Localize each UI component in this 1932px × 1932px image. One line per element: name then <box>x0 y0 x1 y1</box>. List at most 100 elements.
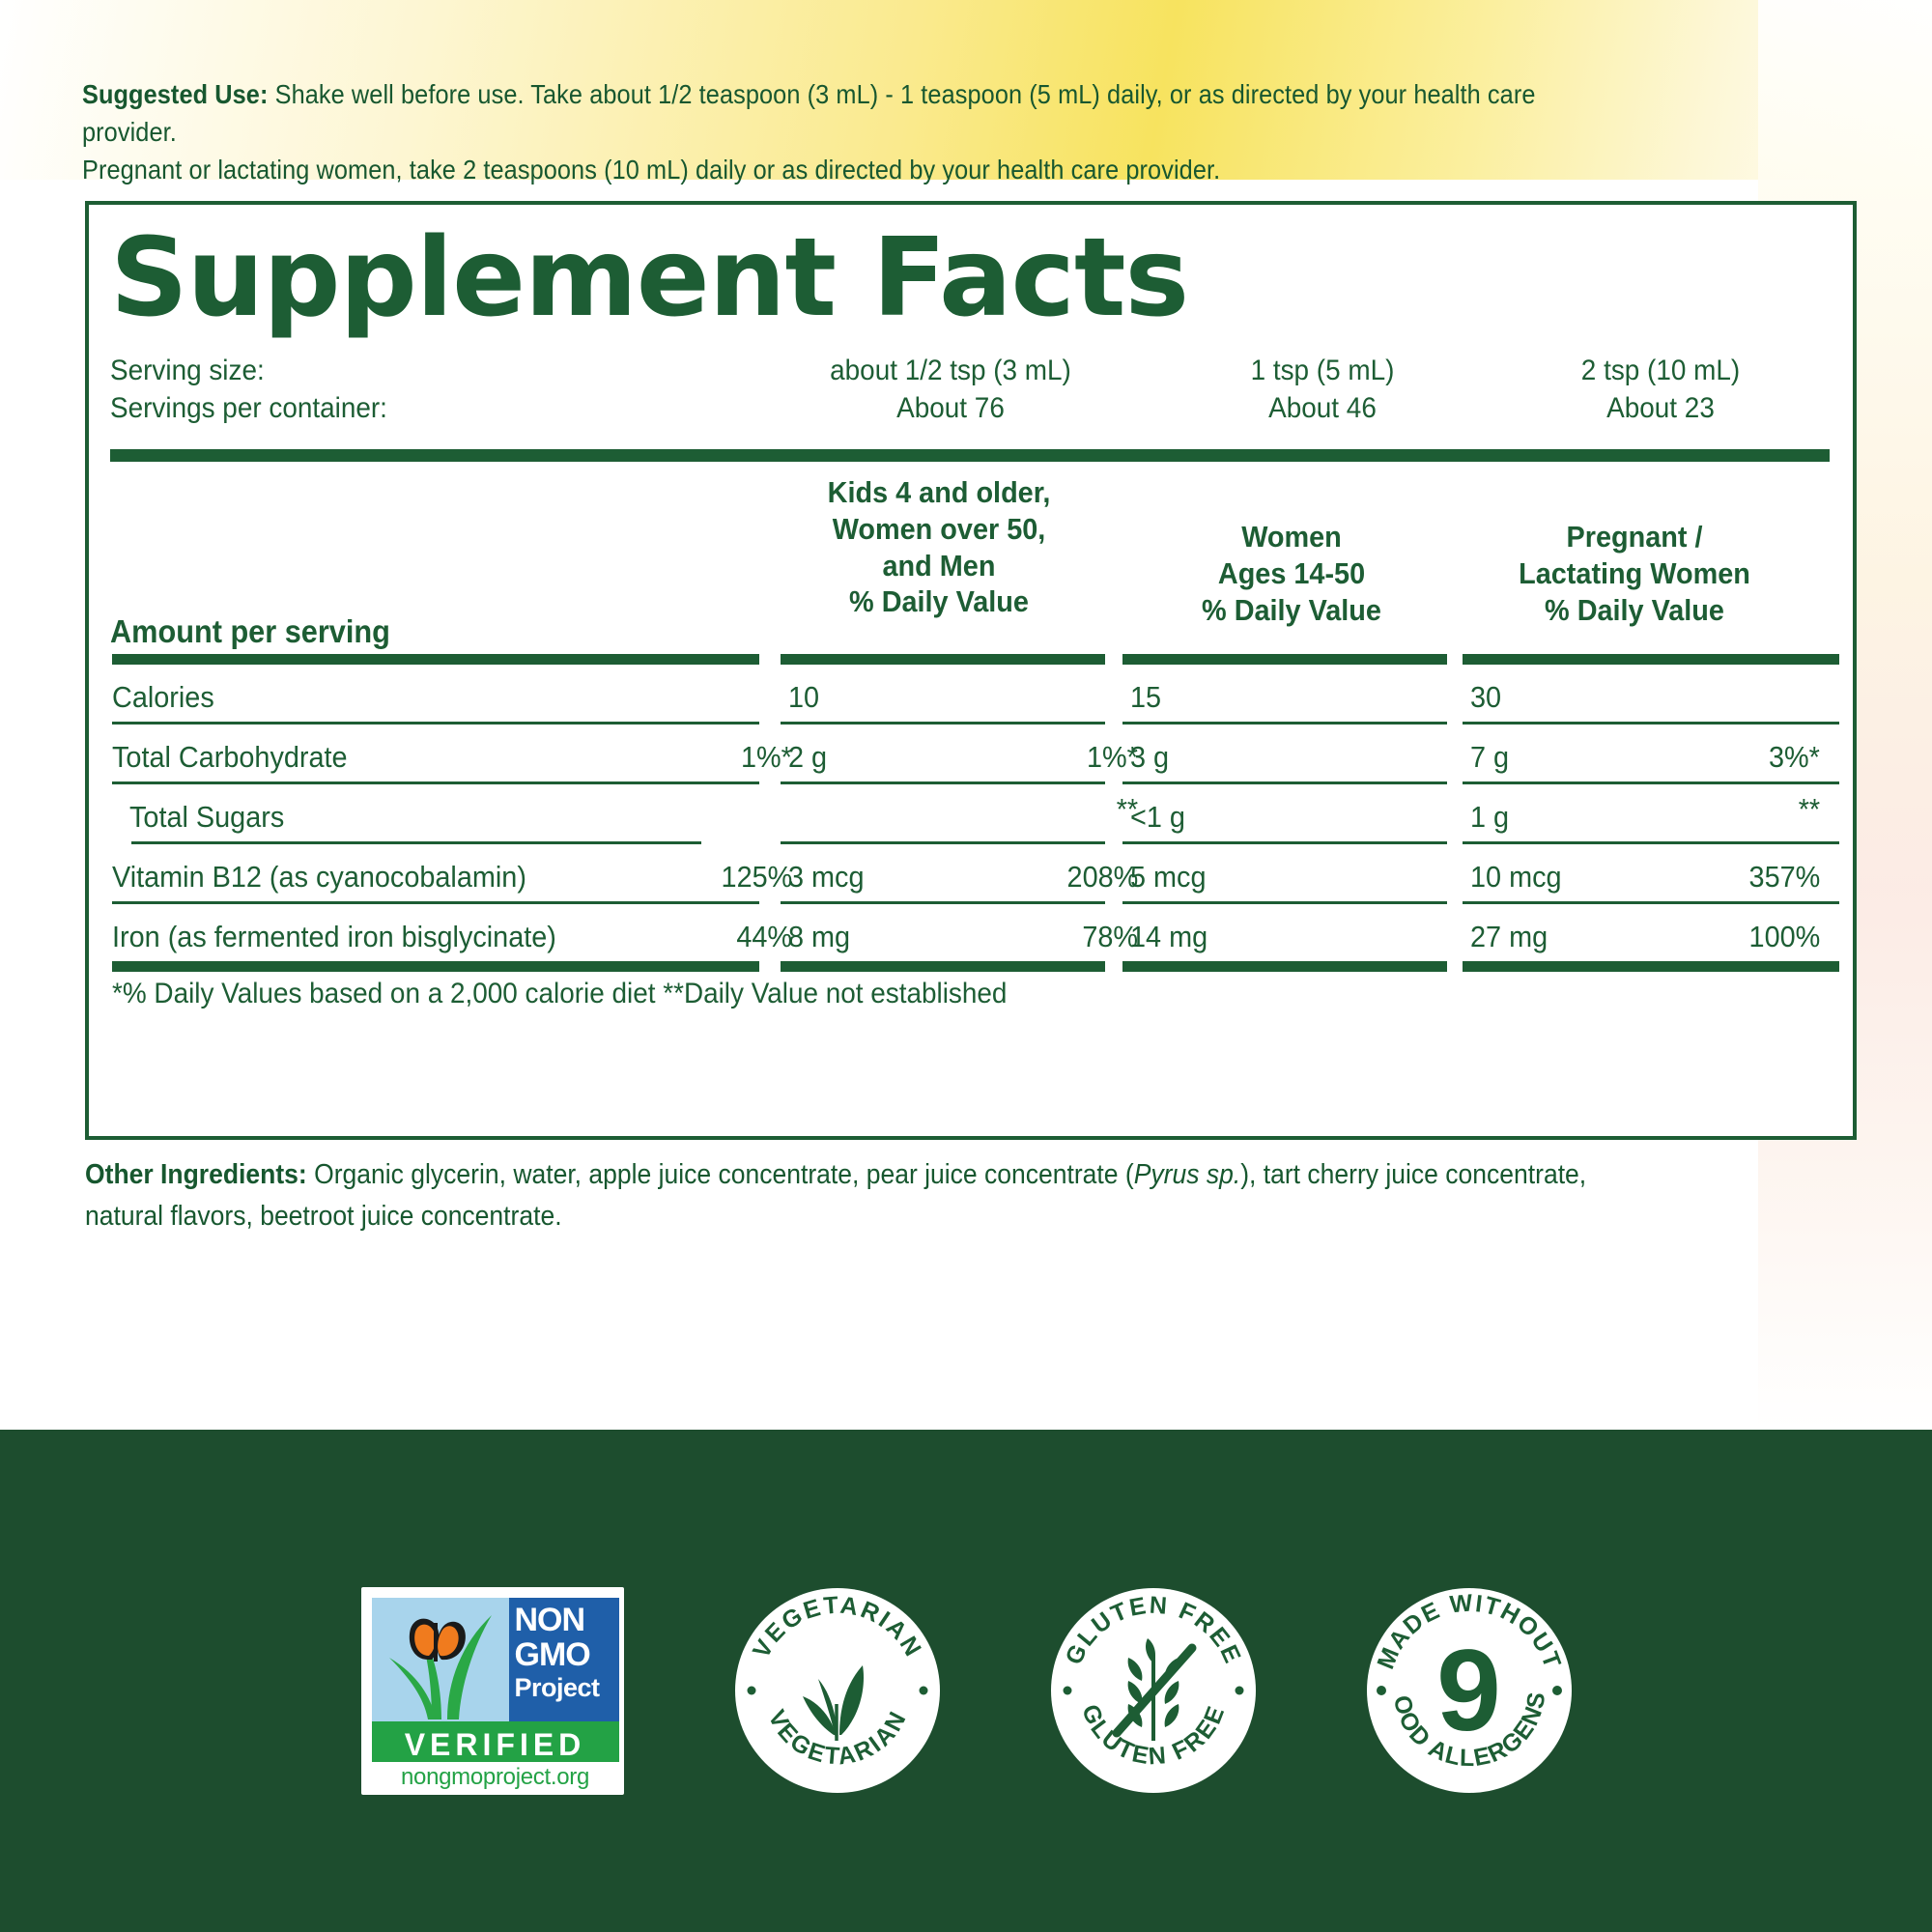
column-headers: Kids 4 and older, Women over 50, and Men… <box>89 470 1853 664</box>
other-ingredients-text-b: ), tart cherry juice concentrate, natura… <box>85 1159 1587 1232</box>
table-row: Calories 10 15 30 <box>110 665 1839 722</box>
other-ingredients-text-a: Organic glycerin, water, apple juice con… <box>306 1159 1134 1190</box>
row-name: Total Carbohydrate <box>112 740 348 774</box>
row-col3-percent: 3%* <box>1769 740 1820 774</box>
row-col2-percent: ** <box>1116 792 1138 826</box>
row-rule <box>1463 841 1839 844</box>
serving-size-col2: 1 tsp (5 mL) <box>1250 355 1395 386</box>
row-col3-percent: 100% <box>1748 920 1820 953</box>
amount-per-serving-label: Amount per serving <box>110 613 390 649</box>
row-rule <box>781 841 1105 844</box>
row-col1-amount: 8 mg <box>788 920 851 953</box>
row-col3-amount: 7 g <box>1470 740 1510 774</box>
row-col3-amount: 1 g <box>1470 800 1510 834</box>
certification-badges: NON GMO Project VERIFIED nongmoproject.o… <box>0 1565 1932 1816</box>
non-gmo-project-verified-icon: NON GMO Project VERIFIED nongmoproject.o… <box>360 1586 624 1795</box>
column-header-1: Kids 4 and older, Women over 50, and Men… <box>724 474 1154 620</box>
table-row: Total Carbohydrate 2 g 1%* 3 g 1%* 7 g 3… <box>110 724 1839 781</box>
gluten-free-icon: GLUTEN FREE GLUTEN FREE <box>1050 1588 1256 1793</box>
rule-bottom-col1 <box>781 961 1105 972</box>
rule-top-col2 <box>1122 654 1447 665</box>
serving-size-col3: 2 tsp (10 mL) <box>1580 355 1741 386</box>
project-label: Project <box>514 1672 601 1702</box>
serving-size-col1: about 1/2 tsp (3 mL) <box>830 355 1071 386</box>
row-col1-percent: 125% <box>721 860 792 894</box>
row-rule <box>1463 722 1839 724</box>
column-header-2: Women Ages 14-50 % Daily Value <box>1125 519 1458 628</box>
row-rule <box>1122 901 1447 904</box>
column-header-2-line2: Ages 14-50 <box>1217 555 1366 590</box>
column-header-1-line3: and Men <box>882 548 996 582</box>
servings-per-container-label: Servings per container: <box>110 392 387 424</box>
servings-col1: About 76 <box>896 392 1005 424</box>
row-rule <box>781 722 1105 724</box>
vegetarian-icon: VEGETARIAN VEGETARIAN <box>734 1588 940 1793</box>
row-col2-amount: 5 mcg <box>1130 860 1207 894</box>
row-col1-amount: 2 g <box>788 740 828 774</box>
row-rule <box>112 781 759 784</box>
rule-bottom-col3 <box>1463 961 1839 972</box>
row-col2-percent: 78% <box>1082 920 1138 953</box>
row-col3-amount: 30 <box>1470 680 1502 714</box>
serving-info-block: Serving size: about 1/2 tsp (3 mL) 1 tsp… <box>110 352 1839 427</box>
rule-top-col0 <box>112 654 759 665</box>
header-thick-rule <box>110 449 1830 462</box>
row-col2-percent: 1%* <box>1087 740 1138 774</box>
row-col1-amount: 3 mcg <box>788 860 865 894</box>
servings-col3: About 23 <box>1606 392 1715 424</box>
svg-text:VEGETARIAN: VEGETARIAN <box>747 1592 926 1663</box>
column-header-2-line1: Women <box>1241 520 1342 554</box>
allergen-count-number: 9 <box>1436 1626 1501 1755</box>
row-col1-amount: 10 <box>788 680 820 714</box>
rule-bottom-col0 <box>112 961 759 972</box>
butterfly-grass-icon <box>388 1614 492 1719</box>
row-rule <box>781 781 1105 784</box>
suggested-use-label: Suggested Use: <box>82 79 269 109</box>
column-header-3: Pregnant / Lactating Women % Daily Value <box>1455 519 1814 628</box>
servings-col2: About 46 <box>1268 392 1377 424</box>
rule-top-col1 <box>781 654 1105 665</box>
wheat-crossed-icon <box>1112 1638 1196 1741</box>
row-rule <box>1122 722 1447 724</box>
rule-top-col3 <box>1463 654 1839 665</box>
row-name: Calories <box>112 680 214 714</box>
row-rule <box>112 901 759 904</box>
table-row: Total Sugars <1 g ** 1 g ** <box>110 784 1839 841</box>
row-col2-amount: <1 g <box>1130 800 1185 834</box>
column-header-1-line1: Kids 4 and older, <box>827 475 1051 509</box>
green-band <box>371 1720 619 1762</box>
row-name: Vitamin B12 (as cyanocobalamin) <box>112 860 526 894</box>
table-row: Vitamin B12 (as cyanocobalamin) 3 mcg 12… <box>110 844 1839 901</box>
row-col3-amount: 10 mcg <box>1470 860 1562 894</box>
daily-value-footnote: *% Daily Values based on a 2,000 calorie… <box>112 978 1008 1009</box>
row-col1-percent: 44% <box>736 920 792 953</box>
column-header-1-line2: Women over 50, <box>832 511 1046 546</box>
bottom-dark-band <box>0 1430 1932 1932</box>
page-title: Supplement Facts <box>110 215 1189 341</box>
column-header-3-dv: % Daily Value <box>1545 592 1724 627</box>
table-row: Iron (as fermented iron bisglycinate) 8 … <box>110 904 1839 961</box>
row-col3-percent: 357% <box>1748 860 1820 894</box>
verified-label: VERIFIED <box>404 1726 586 1762</box>
row-col2-amount: 14 mg <box>1130 920 1208 953</box>
row-col2-percent: 208% <box>1066 860 1138 894</box>
row-col2-amount: 3 g <box>1130 740 1170 774</box>
column-header-3-line2: Lactating Women <box>1519 555 1750 590</box>
row-rule <box>1122 841 1447 844</box>
column-header-3-line1: Pregnant / <box>1566 520 1703 554</box>
non-label: NON <box>514 1601 586 1638</box>
leaf-sprig-icon <box>802 1665 864 1741</box>
blue-panel <box>508 1597 619 1721</box>
top-gradient-band <box>0 0 1932 180</box>
supplement-facts-panel: Supplement Facts Serving size: about 1/2… <box>85 201 1857 1140</box>
row-name: Total Sugars <box>129 800 285 834</box>
suggested-use-text: Suggested Use: Shake well before use. Ta… <box>82 75 1610 188</box>
row-col3-percent: ** <box>1798 792 1820 826</box>
column-header-2-dv: % Daily Value <box>1202 592 1381 627</box>
row-rule <box>131 841 701 844</box>
suggested-use-line2: Pregnant or lactating women, take 2 teas… <box>82 155 1221 185</box>
column-header-1-dv: % Daily Value <box>849 584 1029 619</box>
servings-per-container-row: Servings per container: About 76 About 4… <box>110 389 1839 427</box>
row-rule <box>781 901 1105 904</box>
row-rule <box>1463 901 1839 904</box>
